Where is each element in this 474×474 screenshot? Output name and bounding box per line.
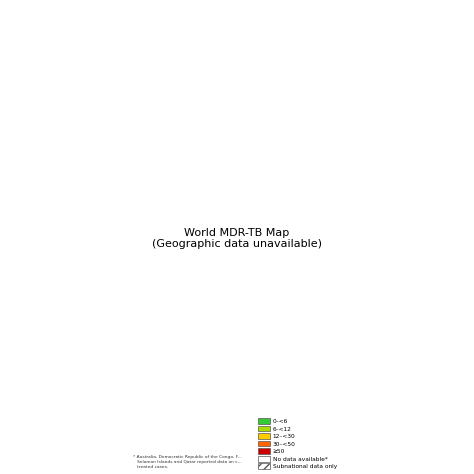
- Text: World MDR-TB Map
(Geographic data unavailable): World MDR-TB Map (Geographic data unavai…: [152, 228, 322, 249]
- Text: * Australia, Democratic Republic of the Congo, F...
   Solomon Islands and Qatar: * Australia, Democratic Republic of the …: [133, 456, 242, 469]
- Legend: 0–<6, 6–<12, 12–<30, 30–<50, ≥50, No data available*, Subnational data only: 0–<6, 6–<12, 12–<30, 30–<50, ≥50, No dat…: [257, 417, 338, 470]
